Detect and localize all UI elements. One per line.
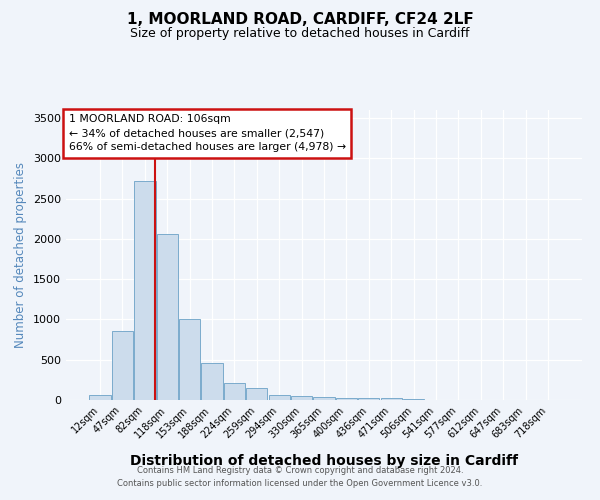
X-axis label: Distribution of detached houses by size in Cardiff: Distribution of detached houses by size … xyxy=(130,454,518,468)
Bar xyxy=(224,383,245,400)
Bar xyxy=(313,397,335,400)
Bar xyxy=(134,181,155,400)
Text: 1 MOORLAND ROAD: 106sqm
← 34% of detached houses are smaller (2,547)
66% of semi: 1 MOORLAND ROAD: 106sqm ← 34% of detache… xyxy=(68,114,346,152)
Bar xyxy=(179,318,200,400)
Bar xyxy=(202,364,223,400)
Bar xyxy=(269,395,290,400)
Bar xyxy=(89,395,111,400)
Bar xyxy=(380,398,402,400)
Bar xyxy=(157,234,178,400)
Bar xyxy=(246,388,268,400)
Text: 1, MOORLAND ROAD, CARDIFF, CF24 2LF: 1, MOORLAND ROAD, CARDIFF, CF24 2LF xyxy=(127,12,473,28)
Bar xyxy=(336,398,357,400)
Bar xyxy=(358,398,379,400)
Y-axis label: Number of detached properties: Number of detached properties xyxy=(14,162,28,348)
Text: Size of property relative to detached houses in Cardiff: Size of property relative to detached ho… xyxy=(130,28,470,40)
Bar xyxy=(112,331,133,400)
Bar xyxy=(291,396,312,400)
Text: Contains HM Land Registry data © Crown copyright and database right 2024.
Contai: Contains HM Land Registry data © Crown c… xyxy=(118,466,482,487)
